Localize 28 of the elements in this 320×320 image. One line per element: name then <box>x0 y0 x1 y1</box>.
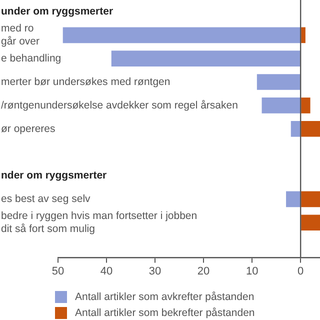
x-tick-label: 10 <box>246 265 258 278</box>
x-tick-label: 30 <box>148 265 162 278</box>
bar <box>262 98 300 114</box>
y-tick-label: es best av seg selv <box>1 193 92 206</box>
legend-label: Antall artikler som bekrefter påstanden <box>75 306 255 319</box>
bar <box>301 98 310 114</box>
bar <box>301 27 306 44</box>
x-tick-label: 50 <box>52 265 64 278</box>
bar <box>111 50 300 66</box>
y-tick-label: med ro går over <box>1 22 40 48</box>
y-tick-label: merter bør undersøkes med røntgen <box>1 76 170 88</box>
bar <box>286 191 300 208</box>
bar <box>301 214 320 231</box>
bar <box>301 191 320 208</box>
y-tick-label: ør opereres <box>1 122 56 135</box>
y-tick-label: bedre i ryggen hvis man fortsetter i jobben dit så fort som mulig <box>1 210 198 236</box>
legend-label: Antall artikler som avkrefter påstanden <box>75 290 254 303</box>
y-tick-label: e behandling <box>1 52 62 64</box>
bar <box>62 27 300 44</box>
bar <box>256 74 300 90</box>
x-tick-label: 0 <box>298 265 304 278</box>
y-tick-label: nder om ryggsmerter <box>1 170 107 182</box>
y-tick-label: /røntgenundersøkelse avdekker som regel årsaken <box>1 99 238 112</box>
x-tick-label: 40 <box>100 265 113 278</box>
x-tick-label: 20 <box>197 265 210 278</box>
y-tick-label: under om ryggsmerter <box>1 6 114 18</box>
bar <box>290 120 300 137</box>
bar <box>301 120 320 137</box>
